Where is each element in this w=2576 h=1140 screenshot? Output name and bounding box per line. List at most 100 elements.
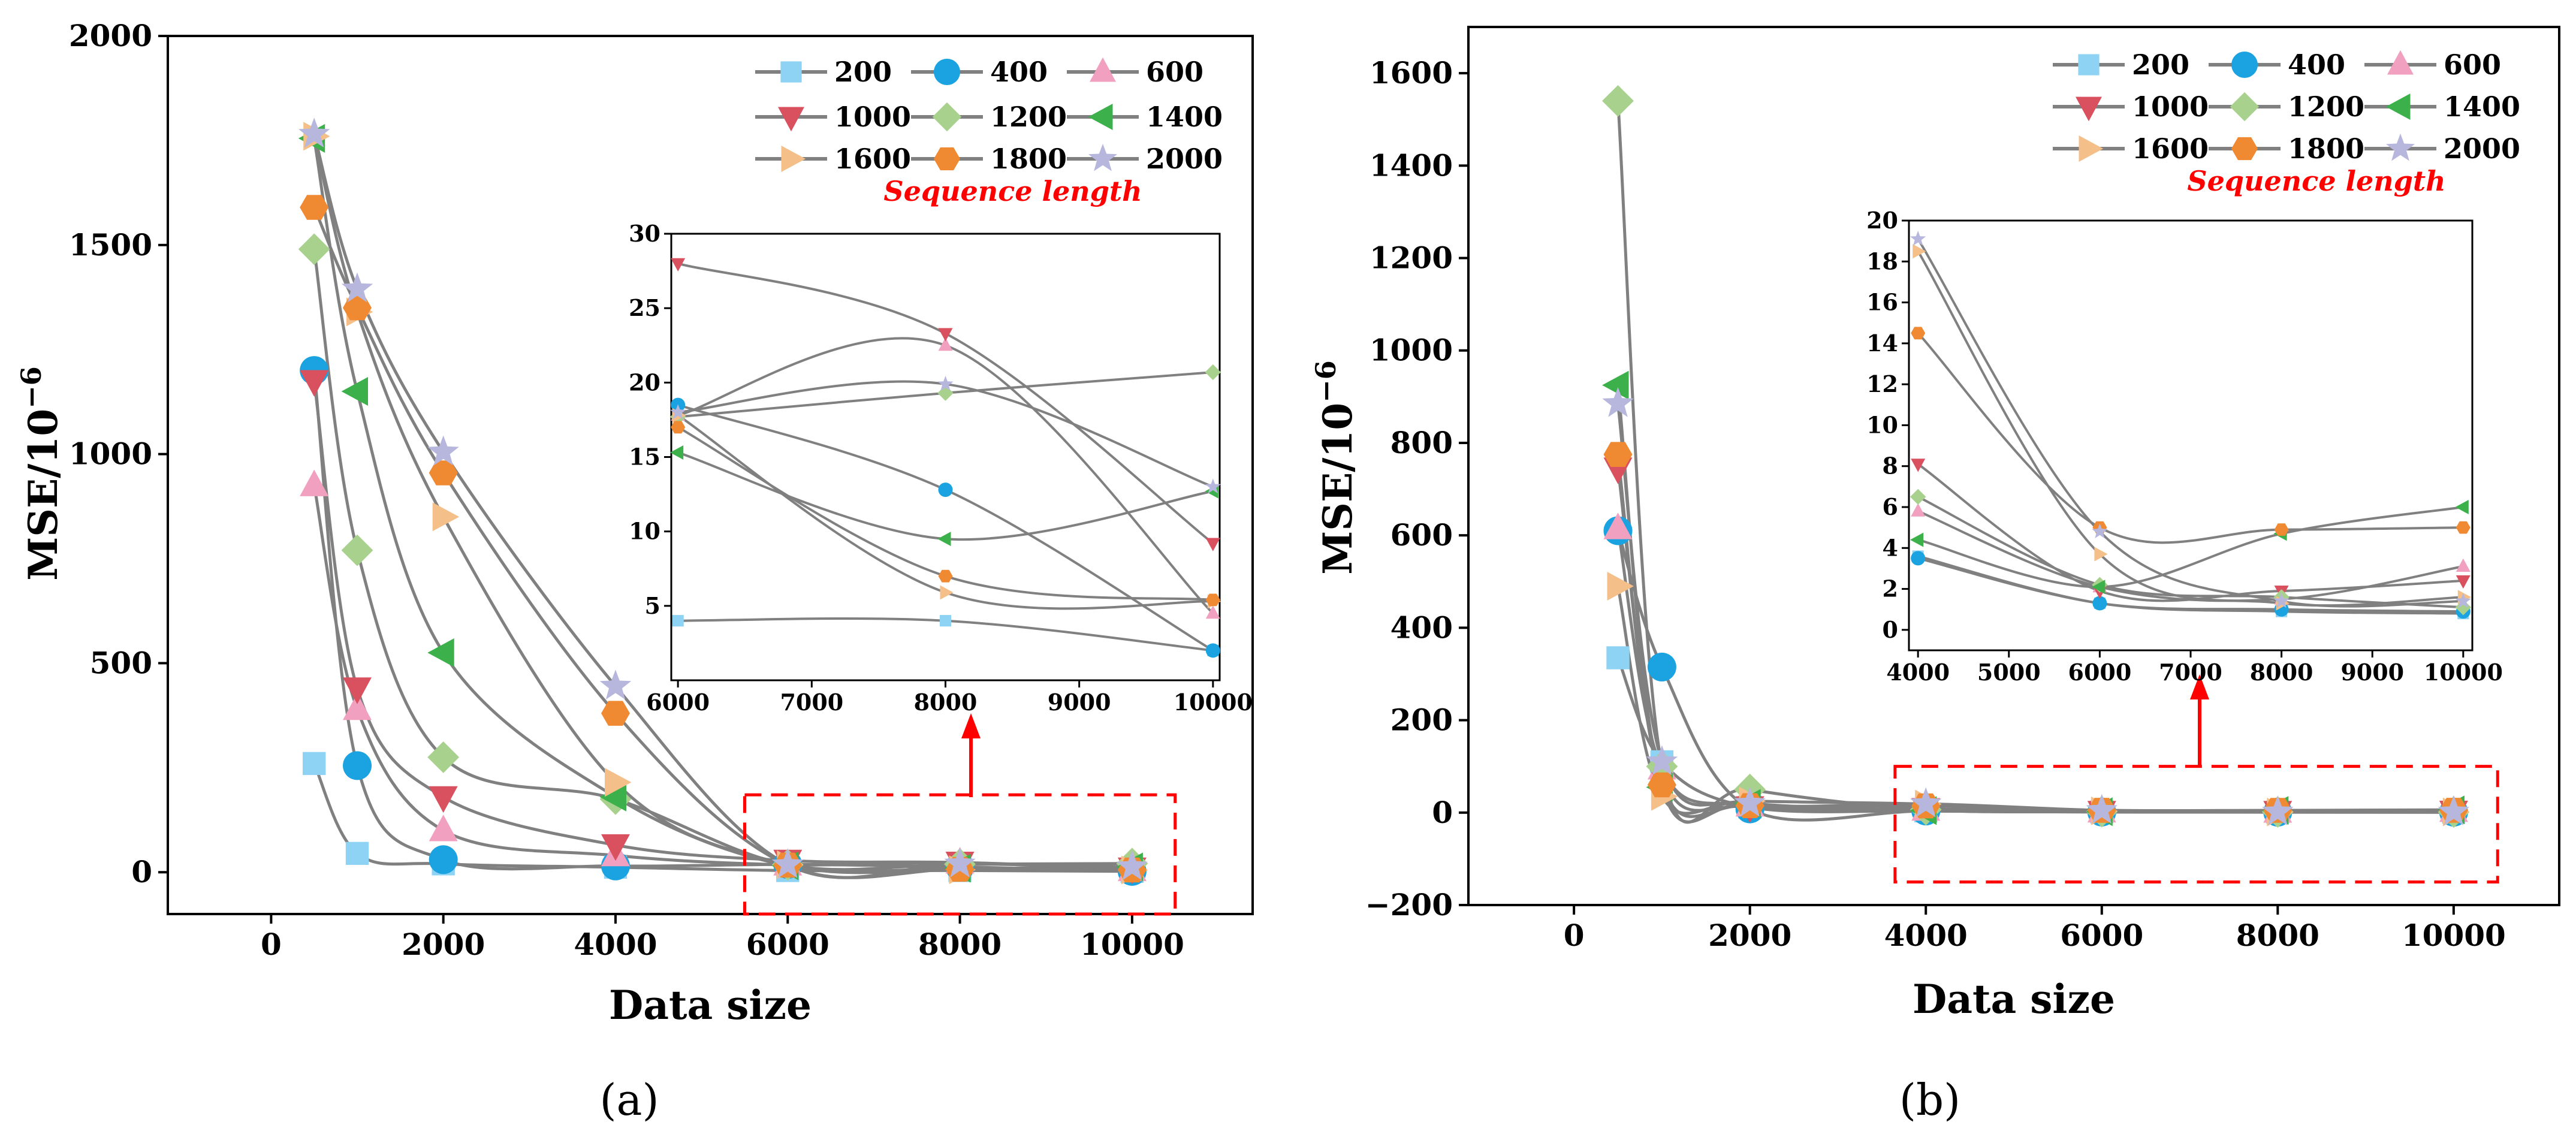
- inset-y-tick-label: 12: [1866, 370, 1898, 397]
- inset-data-point-1600: [940, 585, 954, 600]
- inset-data-point-2000: [2092, 523, 2108, 539]
- x-tick-label: 2000: [1708, 918, 1791, 953]
- inset-data-point-400: [2092, 596, 2107, 611]
- inset-x-tick-label: 9000: [2340, 659, 2404, 686]
- y-tick-label: 200: [1390, 702, 1453, 738]
- data-point-2000: [2086, 794, 2117, 824]
- x-tick-label: 6000: [2060, 918, 2143, 953]
- inset-data-point-400: [938, 482, 953, 497]
- y-tick-label: 800: [1390, 425, 1453, 460]
- inset-data-point-200: [939, 615, 952, 627]
- inset-y-tick-label: 8: [1883, 453, 1898, 479]
- data-point-1400: [427, 638, 454, 667]
- inset-y-tick-label: 4: [1883, 534, 1898, 561]
- data-point-2000: [427, 435, 459, 466]
- data-point-1400: [341, 377, 368, 406]
- inset-data-point-600: [938, 337, 953, 351]
- inset-data-point-200: [672, 615, 684, 627]
- inset-data-point-1000: [1911, 459, 1926, 472]
- data-point-1000: [300, 370, 329, 397]
- inset-x-tick-label: 9000: [1048, 689, 1111, 716]
- y-tick-label: −200: [1365, 887, 1453, 922]
- data-point-2000: [772, 848, 804, 878]
- series-line-1800: [312, 206, 1134, 879]
- inset-data-point-1400: [1910, 532, 1924, 547]
- inset-data-point-1200: [1205, 364, 1221, 381]
- legend-marker-1200: [2230, 92, 2260, 122]
- data-point-1400: [1602, 370, 1629, 400]
- legend-marker-2000: [1088, 143, 1118, 171]
- y-axis-label-exponent: −6: [15, 366, 47, 409]
- inset-data-point-2000: [670, 404, 686, 420]
- legend-marker-1200: [932, 102, 962, 132]
- legend-marker-1800: [2231, 137, 2258, 161]
- inset-data-point-1400: [2092, 580, 2106, 595]
- legend-title: Sequence length: [883, 175, 1142, 207]
- series-line-1000: [1616, 466, 2456, 814]
- data-point-1200: [427, 741, 460, 773]
- y-tick-label: 0: [131, 854, 152, 889]
- data-point-1800: [601, 701, 630, 726]
- data-point-200: [303, 752, 326, 776]
- inset-y-tick-label: 2: [1883, 575, 1898, 602]
- inset-series-line-400: [1917, 557, 2463, 613]
- legend-marker-1000: [2076, 96, 2102, 122]
- inset-data-point-1200: [937, 385, 954, 401]
- data-point-1400: [599, 782, 626, 812]
- data-point-1800: [1603, 442, 1633, 467]
- inset-x-tick-label: 5000: [1977, 659, 2041, 686]
- data-point-200: [1606, 646, 1630, 669]
- inset-x-tick-label: 7000: [780, 689, 843, 716]
- series-line-1200: [312, 248, 1134, 871]
- inset-y-tick-label: 10: [629, 518, 660, 545]
- inset-series-line-2000: [1917, 238, 2463, 608]
- series-line-1200: [1616, 99, 2456, 824]
- y-tick-label: 1400: [1370, 147, 1453, 183]
- inset-data-point-2000: [2273, 593, 2290, 608]
- inset-data-point-600: [1911, 503, 1926, 517]
- y-tick-label: 400: [1390, 610, 1453, 645]
- inset-y-tick-label: 16: [1866, 289, 1898, 316]
- x-tick-label: 10000: [1080, 927, 1184, 962]
- legend-marker-600: [2387, 50, 2414, 75]
- inset-series-line-1400: [1917, 506, 2464, 589]
- data-point-2000: [599, 669, 632, 700]
- legend-marker-1400: [2385, 94, 2411, 120]
- data-point-200: [345, 842, 369, 865]
- data-point-2000: [1910, 787, 1942, 818]
- y-tick-label: 1600: [1370, 55, 1453, 91]
- y-tick-label: 600: [1390, 517, 1453, 553]
- inset-x-tick-label: 6000: [646, 689, 710, 716]
- inset-data-point-2000: [2455, 593, 2471, 608]
- data-point-2000: [341, 272, 373, 303]
- legend-marker-400: [934, 59, 960, 85]
- x-tick-label: 6000: [746, 927, 829, 962]
- inset-y-tick-label: 0: [1883, 616, 1898, 643]
- panel-b: 0 2000 4000 6000 8000 10000−20002004006008001…: [1310, 26, 2560, 1125]
- legend-marker-600: [1090, 57, 1116, 82]
- data-point-1000: [601, 834, 630, 861]
- y-tick-label: 1000: [1370, 333, 1453, 368]
- data-point-1800: [343, 295, 372, 321]
- data-point-1200: [341, 534, 373, 566]
- legend-label-1600: 1600: [834, 143, 911, 175]
- inset-data-point-1800: [671, 421, 686, 434]
- inset-x-tick-label: 8000: [914, 689, 978, 716]
- inset-y-tick-label: 20: [1866, 207, 1898, 234]
- zoom-region-box: [743, 793, 1177, 916]
- y-tick-label: 1500: [69, 227, 152, 263]
- legend-marker-1400: [1088, 104, 1113, 130]
- plot-frame: [167, 35, 1254, 915]
- legend-marker-200: [780, 61, 802, 83]
- data-point-1600: [432, 502, 460, 532]
- inset-data-point-400: [1911, 551, 1926, 566]
- series-line-1400: [1616, 384, 2456, 824]
- x-tick-label: 8000: [2236, 918, 2319, 953]
- inset-data-point-1800: [1205, 593, 1220, 607]
- data-point-1600: [1607, 572, 1634, 601]
- y-tick-label: 0: [1432, 795, 1453, 830]
- inset-series-line-1000: [1917, 463, 2463, 602]
- legend-label-2000: 2000: [1146, 143, 1223, 175]
- inset-data-point-1600: [2094, 547, 2108, 562]
- data-point-2000: [1602, 387, 1634, 417]
